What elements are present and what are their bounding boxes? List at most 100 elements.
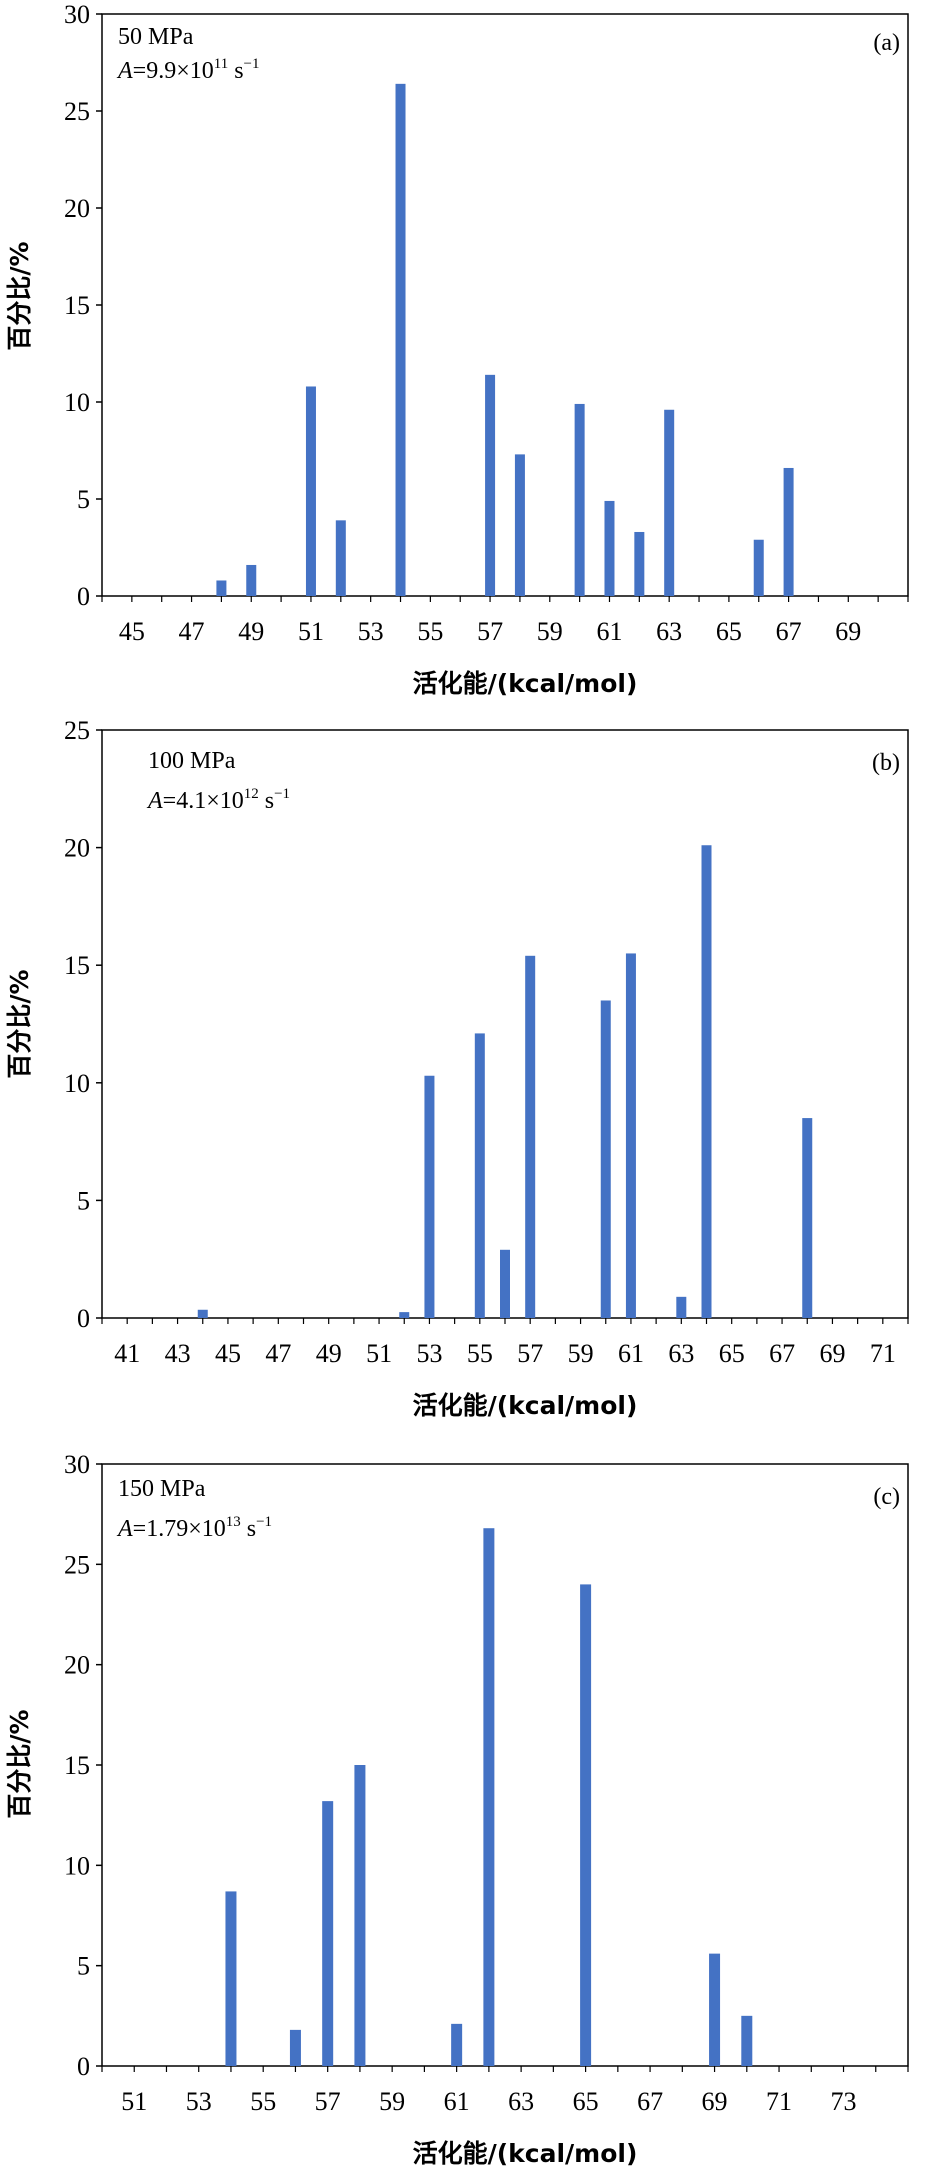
bar bbox=[474, 1033, 485, 1318]
x-tick-label: 55 bbox=[417, 617, 443, 646]
x-tick-label: 59 bbox=[379, 2087, 405, 2116]
y-tick-label: 0 bbox=[77, 582, 90, 611]
bar bbox=[399, 1312, 410, 1318]
bar bbox=[483, 1528, 495, 2066]
chart-svg-a: 0 5 10 15 20 25 30 45 47 49 51 53 55 57 59 61 63 65 67 69 (a… bbox=[5, 0, 909, 698]
x-tick-label: 49 bbox=[316, 1339, 342, 1368]
x-axis-label: 活化能/(kcal/mol) bbox=[413, 2139, 638, 2168]
pressure-annotation: 50 MPa bbox=[118, 24, 194, 50]
bar bbox=[289, 2029, 301, 2066]
panel-label: (a) bbox=[873, 30, 900, 56]
x-tick-label: 63 bbox=[508, 2087, 534, 2116]
x-tick-label: 47 bbox=[179, 617, 205, 646]
bar bbox=[664, 409, 675, 596]
y-axis-label: 百分比/% bbox=[5, 1709, 34, 1818]
bar bbox=[216, 580, 227, 596]
y-tick-label: 20 bbox=[64, 834, 90, 863]
x-tick-label: 67 bbox=[637, 2087, 663, 2116]
y-tick-label: 15 bbox=[64, 291, 90, 320]
y-axis-label: 百分比/% bbox=[5, 241, 34, 350]
bar bbox=[574, 403, 585, 596]
panel-label: (b) bbox=[872, 750, 900, 776]
bar bbox=[305, 386, 316, 596]
x-tick-label: 69 bbox=[835, 617, 861, 646]
x-tick-label: 53 bbox=[186, 2087, 212, 2116]
x-tick-label: 63 bbox=[656, 617, 682, 646]
x-tick-label: 57 bbox=[315, 2087, 341, 2116]
x-tick-label: 69 bbox=[819, 1339, 845, 1368]
x-tick-label: 53 bbox=[358, 617, 384, 646]
x-tick-label: 61 bbox=[618, 1339, 644, 1368]
bar bbox=[525, 955, 536, 1318]
x-tick-label: 51 bbox=[121, 2087, 147, 2116]
bar bbox=[741, 2015, 753, 2066]
y-tick-label: 15 bbox=[64, 951, 90, 980]
x-tick-label: 57 bbox=[477, 617, 503, 646]
chart-panel-c: 0 5 10 15 20 25 30 51 53 55 57 59 61 63 65 67 69 71 73 (c) 1… bbox=[0, 1438, 930, 2176]
plot-frame bbox=[101, 729, 909, 1319]
y-tick-label: 0 bbox=[77, 2052, 90, 2081]
x-tick-label: 47 bbox=[265, 1339, 291, 1368]
bar bbox=[676, 1296, 687, 1318]
y-tick-label: 0 bbox=[77, 1304, 90, 1333]
bar bbox=[197, 1309, 208, 1318]
bar bbox=[783, 467, 794, 596]
x-tick-label: 51 bbox=[298, 617, 324, 646]
bar bbox=[500, 1249, 510, 1318]
bar bbox=[322, 1801, 334, 2066]
x-tick-label: 65 bbox=[716, 617, 742, 646]
x-tick-label: 61 bbox=[596, 617, 622, 646]
y-tick-label: 5 bbox=[77, 1186, 90, 1215]
bar bbox=[395, 83, 406, 597]
x-axis-label: 活化能/(kcal/mol) bbox=[413, 1391, 638, 1420]
y-tick-label: 25 bbox=[64, 1550, 90, 1579]
bar bbox=[225, 1891, 237, 2066]
x-tick-label: 59 bbox=[537, 617, 563, 646]
bar bbox=[753, 539, 764, 596]
x-tick-label: 57 bbox=[517, 1339, 543, 1368]
bar bbox=[246, 564, 257, 596]
x-axis-label: 活化能/(kcal/mol) bbox=[413, 669, 638, 698]
x-tick-label: 59 bbox=[568, 1339, 594, 1368]
x-tick-label: 45 bbox=[215, 1339, 241, 1368]
bar bbox=[514, 454, 525, 596]
bar bbox=[625, 953, 636, 1318]
bar bbox=[600, 1000, 611, 1318]
x-tick-label: 67 bbox=[769, 1339, 795, 1368]
pressure-annotation: 150 MPa bbox=[118, 1476, 206, 1502]
bar bbox=[634, 531, 645, 596]
pressure-annotation: 100 MPa bbox=[148, 748, 236, 774]
x-tick-label: 65 bbox=[719, 1339, 745, 1368]
chart-svg-c: 0 5 10 15 20 25 30 51 53 55 57 59 61 63 65 67 69 71 73 (c) 1… bbox=[5, 1450, 909, 2168]
x-tick-label: 45 bbox=[119, 617, 145, 646]
bar bbox=[580, 1584, 592, 2066]
chart-panel-b: 0 5 10 15 20 25 41 43 45 47 49 51 53 55 57 59 61 63 65 67 69… bbox=[0, 712, 930, 1438]
y-tick-label: 10 bbox=[64, 388, 90, 417]
chart-svg-b: 0 5 10 15 20 25 41 43 45 47 49 51 53 55 57 59 61 63 65 67 69… bbox=[5, 716, 909, 1420]
y-axis-label: 百分比/% bbox=[5, 969, 34, 1078]
y-tick-label: 30 bbox=[64, 1450, 90, 1479]
bar bbox=[354, 1765, 366, 2066]
preexponential-annotation: A=4.1×1012 s−1 bbox=[146, 786, 290, 814]
y-tick-label: 5 bbox=[77, 1952, 90, 1981]
bar bbox=[604, 500, 615, 596]
chart-panel-a: 0 5 10 15 20 25 30 45 47 49 51 53 55 57 59 61 63 65 67 69 (a… bbox=[0, 0, 930, 712]
panel-label: (c) bbox=[873, 1484, 900, 1510]
x-tick-label: 55 bbox=[250, 2087, 276, 2116]
x-tick-label: 69 bbox=[702, 2087, 728, 2116]
bar bbox=[424, 1075, 435, 1318]
x-tick-label: 73 bbox=[831, 2087, 857, 2116]
x-tick-label: 61 bbox=[444, 2087, 470, 2116]
y-tick-label: 25 bbox=[64, 716, 90, 745]
bar bbox=[485, 374, 496, 596]
x-tick-label: 55 bbox=[467, 1339, 493, 1368]
y-tick-label: 15 bbox=[64, 1751, 90, 1780]
y-tick-label: 25 bbox=[64, 97, 90, 126]
x-tick-label: 67 bbox=[776, 617, 802, 646]
x-tick-label: 43 bbox=[165, 1339, 191, 1368]
x-tick-label: 41 bbox=[114, 1339, 140, 1368]
plot-frame bbox=[101, 1463, 909, 2067]
x-tick-label: 63 bbox=[668, 1339, 694, 1368]
x-tick-label: 65 bbox=[573, 2087, 599, 2116]
y-tick-label: 10 bbox=[64, 1851, 90, 1880]
